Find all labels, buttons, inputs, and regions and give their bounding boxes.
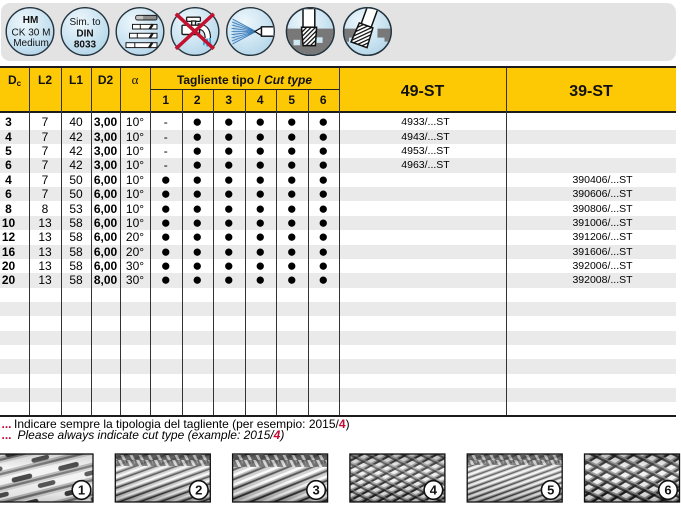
svg-text:Medium: Medium [13, 38, 49, 49]
svg-text:Sim. to: Sim. to [69, 17, 101, 28]
svg-text:CK 30 M: CK 30 M [12, 28, 51, 39]
svg-text:DIN: DIN [76, 29, 93, 40]
svg-text:1: 1 [78, 483, 85, 498]
svg-text:HM: HM [23, 15, 39, 26]
svg-text:6: 6 [664, 483, 671, 498]
svg-text:2: 2 [195, 483, 202, 498]
svg-text:3: 3 [312, 483, 319, 498]
svg-text:8033: 8033 [74, 40, 97, 51]
svg-text:5: 5 [547, 483, 554, 498]
svg-text:4: 4 [430, 483, 438, 498]
